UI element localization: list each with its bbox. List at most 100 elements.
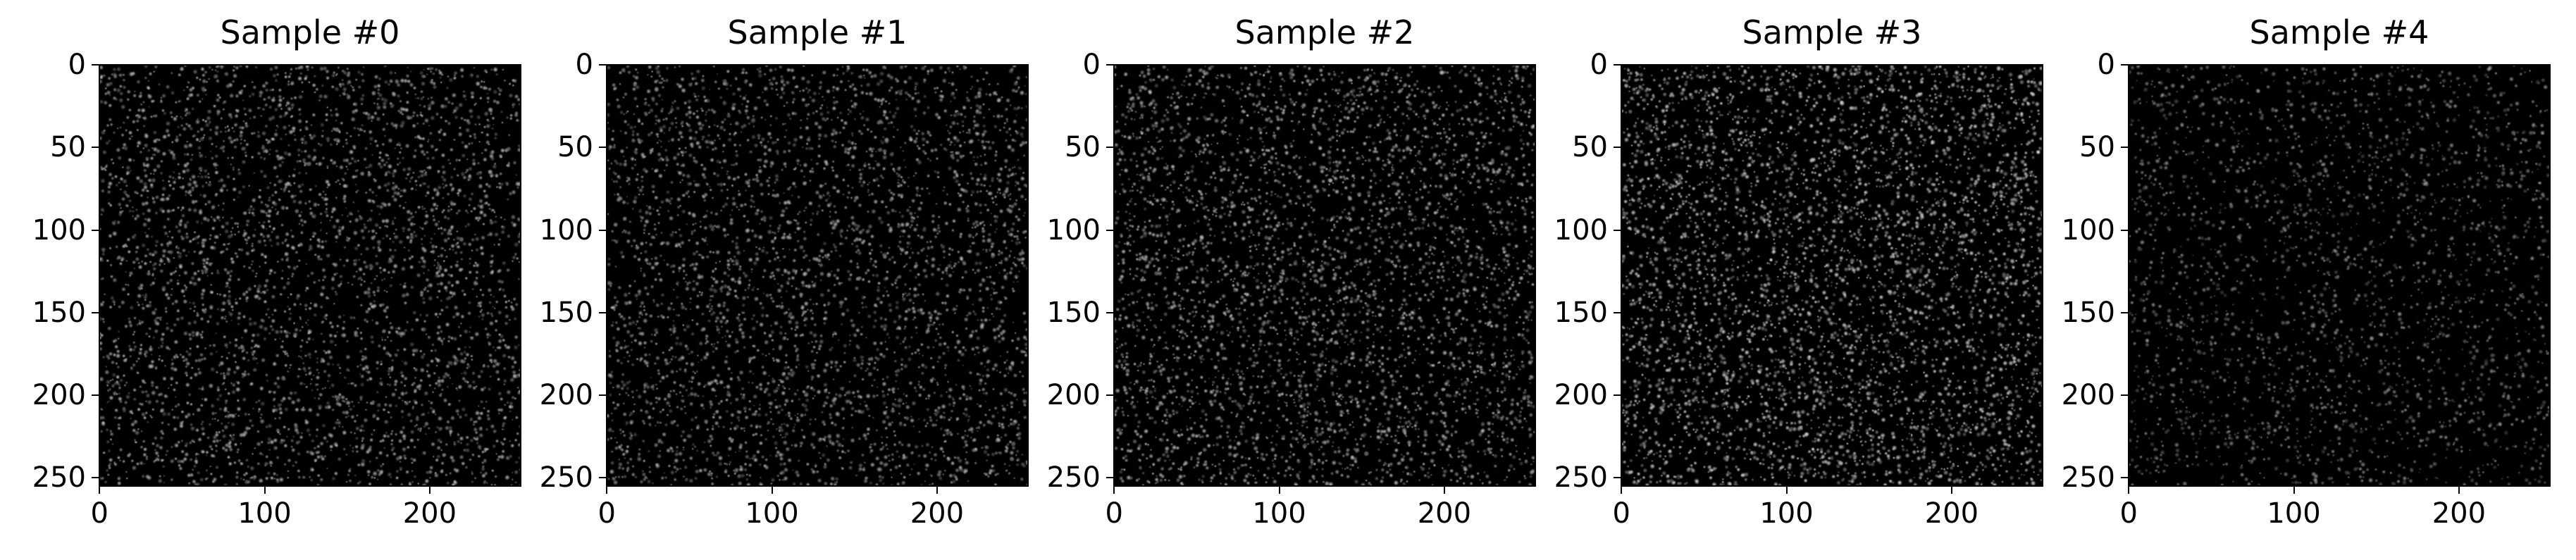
y-tick <box>2121 147 2128 149</box>
y-tick <box>1614 229 1621 231</box>
x-tick-label: 200 <box>910 497 965 530</box>
y-tick-label: 150 <box>1046 296 1101 329</box>
y-tick-label: 150 <box>1554 296 1608 329</box>
subplot-title: Sample #4 <box>2249 13 2429 51</box>
noise-image <box>2128 64 2551 487</box>
x-tick-label: 200 <box>402 497 457 530</box>
y-tick <box>599 477 606 479</box>
y-tick-label: 0 <box>575 49 593 82</box>
y-axis: 0 50 100 150 200 250 <box>2029 0 2115 560</box>
y-tick <box>1614 394 1621 396</box>
subplot-2: Sample #2 0 50 100 150 200 250 0 100 200 <box>1015 0 1536 560</box>
noise-image <box>99 64 521 487</box>
y-tick-label: 200 <box>1046 378 1101 411</box>
y-tick-label: 150 <box>32 296 86 329</box>
x-tick <box>2293 487 2295 494</box>
subplot-0: Sample #0 0 50 100 150 200 250 0 100 200 <box>0 0 521 560</box>
x-tick-label: 0 <box>1612 497 1630 530</box>
y-tick-label: 250 <box>32 461 86 494</box>
noise-image-canvas <box>100 66 520 485</box>
y-tick-label: 0 <box>2097 49 2115 82</box>
noise-image-canvas <box>1622 66 2042 485</box>
y-tick <box>2121 229 2128 231</box>
subplot-title: Sample #2 <box>1234 13 1415 51</box>
y-axis: 0 50 100 150 200 250 <box>1522 0 1608 560</box>
x-tick-label: 0 <box>1105 497 1123 530</box>
y-tick <box>92 64 99 66</box>
y-tick <box>1614 477 1621 479</box>
y-tick-label: 100 <box>2061 213 2115 247</box>
x-tick-label: 100 <box>237 497 292 530</box>
noise-image <box>1621 64 2043 487</box>
x-tick <box>428 487 431 494</box>
y-tick <box>599 229 606 231</box>
y-tick <box>92 394 99 396</box>
x-tick <box>606 487 608 494</box>
x-tick <box>1113 487 1115 494</box>
y-tick <box>1106 394 1113 396</box>
y-tick <box>1106 229 1113 231</box>
y-tick <box>92 477 99 479</box>
x-tick <box>1950 487 1952 494</box>
y-tick-label: 50 <box>1572 131 1608 164</box>
y-tick-label: 250 <box>1554 461 1608 494</box>
y-tick-label: 0 <box>68 49 86 82</box>
x-tick-label: 100 <box>745 497 799 530</box>
noise-image-canvas <box>2129 66 2549 485</box>
y-tick-label: 200 <box>32 378 86 411</box>
y-tick <box>599 64 606 66</box>
y-tick-label: 50 <box>557 131 593 164</box>
subplot-1: Sample #1 0 50 100 150 200 250 0 100 200 <box>507 0 1029 560</box>
x-tick-label: 0 <box>2119 497 2138 530</box>
y-tick-label: 250 <box>539 461 593 494</box>
noise-image <box>1113 64 1536 487</box>
noise-image <box>606 64 1029 487</box>
x-tick <box>1443 487 1445 494</box>
y-tick <box>92 229 99 231</box>
y-tick <box>1614 311 1621 313</box>
noise-image-canvas <box>607 66 1027 485</box>
x-tick <box>99 487 101 494</box>
subplot-4: Sample #4 0 50 100 150 200 250 0 100 200 <box>2029 0 2551 560</box>
noise-image-canvas <box>1115 66 1535 485</box>
y-tick <box>2121 64 2128 66</box>
subplot-title: Sample #0 <box>220 13 400 51</box>
y-tick <box>2121 477 2128 479</box>
x-tick <box>1278 487 1280 494</box>
y-tick <box>92 311 99 313</box>
y-tick <box>92 147 99 149</box>
y-tick-label: 100 <box>1554 213 1608 247</box>
y-axis: 0 50 100 150 200 250 <box>1015 0 1101 560</box>
subplot-3: Sample #3 0 50 100 150 200 250 0 100 200 <box>1522 0 2043 560</box>
y-tick-label: 50 <box>1065 131 1101 164</box>
y-tick-label: 100 <box>32 213 86 247</box>
y-tick <box>1106 64 1113 66</box>
x-tick <box>2458 487 2460 494</box>
x-tick <box>936 487 938 494</box>
y-tick-label: 50 <box>50 131 86 164</box>
x-tick-label: 200 <box>2432 497 2487 530</box>
y-tick <box>1106 147 1113 149</box>
y-tick <box>1106 311 1113 313</box>
y-axis: 0 50 100 150 200 250 <box>0 0 86 560</box>
y-tick-label: 50 <box>2079 131 2115 164</box>
x-tick-label: 100 <box>2267 497 2321 530</box>
x-tick <box>1785 487 1788 494</box>
y-tick-label: 0 <box>1590 49 1608 82</box>
y-tick-label: 100 <box>1046 213 1101 247</box>
y-tick-label: 200 <box>1554 378 1608 411</box>
y-tick <box>599 311 606 313</box>
y-tick <box>599 147 606 149</box>
y-tick-label: 250 <box>1046 461 1101 494</box>
x-tick <box>264 487 266 494</box>
x-tick-label: 0 <box>597 497 616 530</box>
y-tick <box>2121 311 2128 313</box>
y-tick-label: 200 <box>539 378 593 411</box>
y-tick <box>1614 147 1621 149</box>
y-tick <box>1614 64 1621 66</box>
x-tick-label: 200 <box>1924 497 1979 530</box>
x-tick-label: 100 <box>1252 497 1306 530</box>
x-tick-label: 200 <box>1417 497 1472 530</box>
y-tick <box>2121 394 2128 396</box>
